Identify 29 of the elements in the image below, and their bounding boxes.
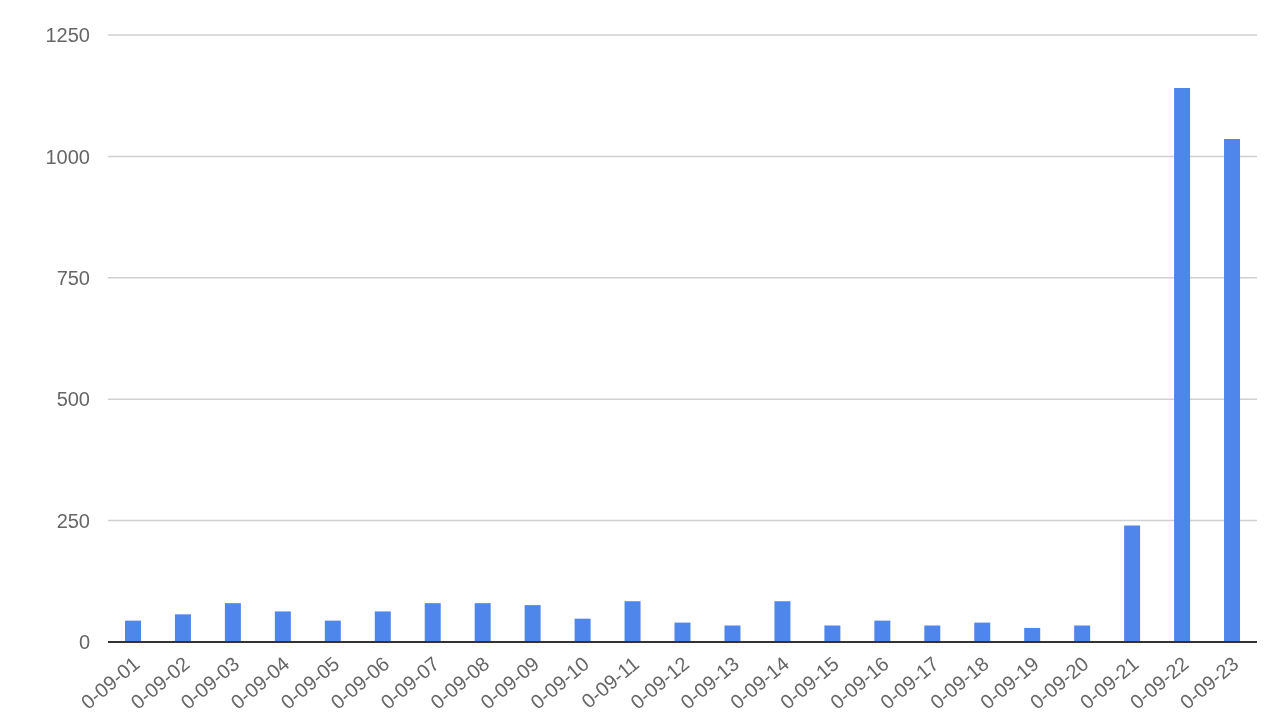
y-tick-label: 750 <box>56 266 90 289</box>
bar <box>474 603 491 642</box>
bar <box>374 611 391 642</box>
bar <box>174 614 191 642</box>
bar <box>1024 627 1041 642</box>
bar <box>824 625 841 642</box>
bar <box>524 605 541 642</box>
y-tick-label: 250 <box>56 509 90 532</box>
bar <box>1174 87 1191 642</box>
bar <box>774 601 791 642</box>
bar <box>624 601 641 642</box>
bar <box>874 620 891 642</box>
y-tick-label: 500 <box>56 388 90 411</box>
bar <box>674 622 691 642</box>
bar <box>974 622 991 642</box>
bar <box>224 603 241 642</box>
bar <box>574 618 591 642</box>
bar <box>1224 138 1241 642</box>
y-tick-label: 0 <box>78 631 90 654</box>
bar <box>924 625 941 642</box>
bar <box>324 620 341 642</box>
bar <box>124 620 141 642</box>
bar <box>1124 525 1141 642</box>
bar <box>424 603 441 642</box>
y-tick-label: 1000 <box>45 145 90 168</box>
bar <box>1074 625 1091 642</box>
bar <box>274 611 291 642</box>
y-tick-label: 1250 <box>45 24 90 47</box>
bar <box>724 625 741 642</box>
